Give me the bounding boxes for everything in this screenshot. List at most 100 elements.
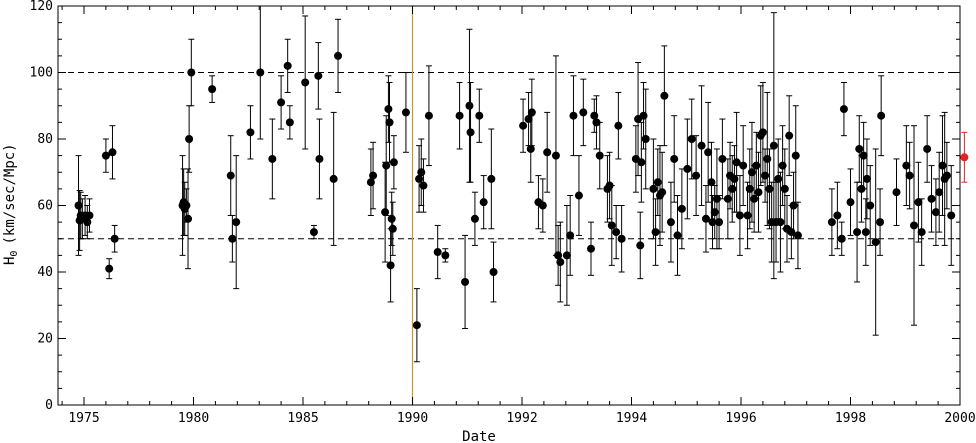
data-point — [519, 98, 528, 153]
point-marker — [388, 224, 397, 233]
data-point — [489, 241, 498, 303]
data-point — [735, 175, 744, 256]
point-marker — [607, 221, 616, 230]
point-marker — [314, 71, 323, 80]
point-marker — [636, 241, 645, 250]
data-point — [769, 12, 778, 280]
data-point — [433, 224, 442, 280]
data-point — [739, 125, 748, 206]
point-marker — [837, 234, 846, 243]
data-point — [866, 165, 875, 246]
point-marker — [475, 111, 484, 120]
data-point — [653, 148, 662, 216]
data-point — [187, 38, 196, 107]
data-point — [415, 145, 424, 213]
point-marker — [579, 108, 588, 117]
point-marker — [735, 211, 744, 220]
point-marker — [707, 178, 716, 187]
data-point — [554, 224, 563, 286]
point-marker — [489, 268, 498, 276]
data-point — [569, 75, 578, 157]
data-point — [763, 91, 772, 226]
x-tick-label: 1996 — [725, 411, 756, 426]
data-point — [419, 158, 428, 213]
point-marker — [639, 111, 648, 120]
data-point — [579, 78, 588, 147]
data-point — [723, 158, 732, 240]
point-marker — [433, 248, 442, 257]
data-point — [743, 181, 752, 250]
point-marker — [660, 91, 669, 100]
data-point — [774, 138, 783, 220]
axis-tick-labels: 0 20 40 60 80 100 120 1975 1980 1985 1990 1992 1994 1… — [30, 0, 976, 426]
point-marker — [701, 214, 710, 223]
data-point — [780, 148, 789, 230]
data-point — [607, 185, 616, 266]
data-point — [470, 191, 479, 246]
point-marker — [277, 98, 286, 107]
point-marker — [931, 208, 940, 217]
point-marker — [855, 144, 864, 153]
data-point — [670, 115, 679, 203]
x-tick-label: 1998 — [835, 411, 866, 426]
data-point — [855, 115, 864, 183]
point-marker — [793, 231, 802, 240]
point-marker — [769, 141, 778, 150]
data-point — [947, 165, 956, 266]
point-marker — [208, 85, 217, 94]
point-marker — [651, 228, 660, 237]
point-marker — [369, 171, 378, 180]
data-point — [910, 125, 919, 326]
data-point — [543, 111, 552, 193]
data-point — [631, 125, 640, 193]
point-marker — [385, 118, 394, 127]
data-point — [85, 198, 94, 233]
point-marker — [905, 171, 914, 180]
point-marker — [692, 171, 701, 180]
data-point — [387, 191, 396, 246]
point-marker — [723, 194, 732, 203]
y-tick-label: 120 — [30, 0, 53, 14]
point-marker — [105, 264, 114, 273]
data-point — [285, 105, 294, 140]
point-marker — [658, 188, 667, 197]
highlight-data-point — [960, 131, 969, 183]
point-marker — [861, 228, 870, 237]
y-tick-label: 80 — [37, 132, 53, 147]
data-point — [366, 148, 375, 216]
data-point — [185, 105, 194, 173]
point-marker — [942, 171, 951, 180]
data-point — [942, 141, 951, 210]
data-point — [556, 221, 565, 303]
point-marker — [745, 184, 754, 193]
point-marker — [827, 218, 836, 227]
point-marker — [246, 128, 255, 137]
point-marker — [419, 181, 428, 190]
data-point — [246, 105, 255, 160]
point-marker — [334, 51, 343, 60]
data-point — [853, 181, 862, 283]
point-marker — [853, 228, 862, 237]
data-point — [562, 205, 571, 306]
point-marker — [730, 174, 739, 183]
data-point — [487, 128, 496, 230]
point-marker — [465, 101, 474, 110]
point-marker — [747, 168, 756, 177]
data-point — [83, 205, 92, 240]
point-marker — [791, 151, 800, 160]
point-marker — [614, 121, 623, 130]
point-marker — [187, 68, 196, 77]
data-point — [566, 195, 575, 276]
point-marker — [441, 251, 450, 260]
y-tick-label: 40 — [37, 265, 53, 280]
point-marker — [687, 135, 696, 143]
data-point — [108, 125, 117, 180]
point-marker — [527, 108, 536, 117]
point-marker — [110, 234, 119, 243]
data-point — [666, 181, 675, 263]
point-marker — [232, 218, 241, 227]
data-point — [315, 118, 324, 200]
data-point — [902, 125, 911, 206]
data-point — [617, 205, 626, 273]
data-point — [649, 138, 658, 240]
